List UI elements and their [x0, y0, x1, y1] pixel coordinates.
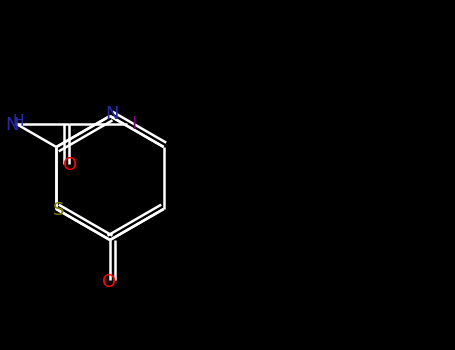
Text: I: I [131, 115, 136, 133]
Text: N: N [5, 116, 19, 134]
Text: O: O [102, 273, 116, 291]
Text: S: S [53, 201, 64, 219]
Text: O: O [63, 156, 77, 174]
Text: N: N [105, 105, 119, 123]
Text: H: H [12, 114, 24, 129]
